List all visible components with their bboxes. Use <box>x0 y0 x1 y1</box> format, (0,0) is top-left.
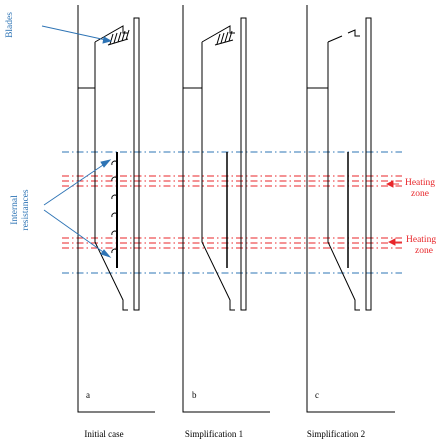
heating-zone-1-label-line1: Heating <box>405 178 435 188</box>
heating-zone-1-label-line2: zone <box>411 189 429 199</box>
caption-simplification-1: Simplification 1 <box>185 429 243 439</box>
caption-initial-case: Initial case <box>84 429 123 439</box>
panel-b-inner-wall <box>201 25 235 311</box>
panel-c-frame <box>306 5 395 413</box>
panel-c-letter: c <box>315 390 319 400</box>
panel-a-frame <box>77 5 155 413</box>
panel-b <box>182 5 270 413</box>
panel-c-side-plate <box>365 17 372 311</box>
reference-lines <box>62 151 402 274</box>
caption-simplification-2: Simplification 2 <box>307 429 365 439</box>
blades-label: Blades <box>5 12 15 38</box>
heating-arrows <box>385 180 402 246</box>
internal-resistances-label-line2: resistances <box>21 189 31 230</box>
blade-set-icon-b <box>214 30 234 46</box>
heating-zone-2-label-line2: zone <box>415 246 433 256</box>
panel-c <box>306 5 395 413</box>
panel-a-inner-wall <box>94 25 128 311</box>
blades-arrow <box>41 25 107 41</box>
internal-resistances-label-line1: Internal <box>10 195 20 225</box>
panel-a-side-plate <box>133 17 140 311</box>
resistance-elements-icon <box>111 160 118 254</box>
resistance-arrow-lower <box>43 209 107 255</box>
panel-a <box>77 5 155 413</box>
panel-c-inner-wall <box>327 29 360 311</box>
panel-b-side-plate <box>240 17 247 311</box>
resistance-arrow-upper <box>43 162 107 206</box>
panel-a-letter: a <box>86 390 90 400</box>
heating-zone-2-label-line1: Heating <box>406 235 436 245</box>
panel-b-frame <box>182 5 270 413</box>
panel-b-letter: b <box>192 390 197 400</box>
blade-set-icon <box>107 29 130 46</box>
annotation-arrows <box>41 25 113 258</box>
